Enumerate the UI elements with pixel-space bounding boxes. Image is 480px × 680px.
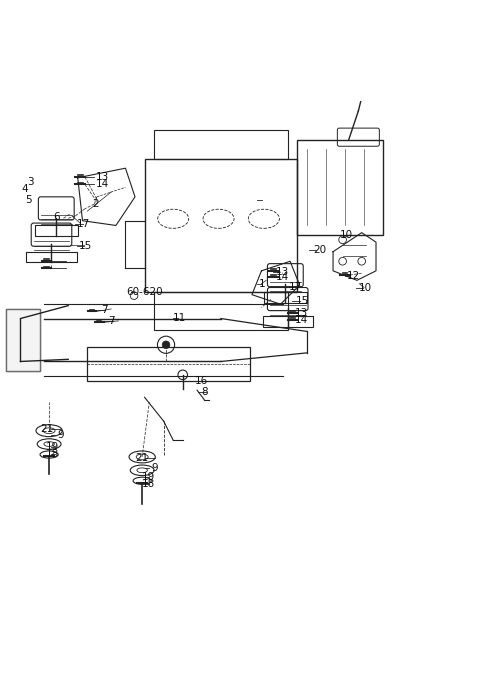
- Text: 12: 12: [347, 271, 360, 281]
- Bar: [154, 292, 288, 330]
- Text: 3: 3: [28, 177, 34, 186]
- Bar: [297, 139, 383, 235]
- Text: 14: 14: [276, 273, 288, 282]
- Text: 15: 15: [295, 296, 309, 307]
- Text: 19: 19: [46, 442, 59, 452]
- Text: 13: 13: [294, 308, 308, 318]
- Text: 7: 7: [108, 316, 114, 326]
- Text: 17: 17: [288, 282, 302, 292]
- Bar: [87, 347, 250, 381]
- Bar: [35, 226, 78, 236]
- Text: 2: 2: [92, 199, 99, 209]
- Bar: [154, 130, 288, 158]
- Text: 15: 15: [79, 241, 93, 250]
- Text: 10: 10: [340, 230, 353, 240]
- Text: 10: 10: [359, 284, 372, 294]
- Text: 9: 9: [58, 430, 64, 441]
- Text: 14: 14: [96, 180, 109, 190]
- Text: 8: 8: [201, 388, 207, 398]
- Text: 5: 5: [25, 195, 32, 205]
- Text: 1: 1: [259, 279, 266, 289]
- Bar: [263, 316, 313, 326]
- Text: 14: 14: [294, 315, 308, 325]
- Circle shape: [178, 370, 188, 379]
- Text: 21: 21: [135, 454, 148, 463]
- Text: 20: 20: [313, 245, 326, 255]
- Text: 60-620: 60-620: [126, 287, 163, 296]
- Text: 6: 6: [53, 212, 60, 222]
- Text: 13: 13: [96, 172, 109, 182]
- Circle shape: [162, 341, 170, 349]
- Text: 21: 21: [40, 424, 54, 434]
- Text: 16: 16: [195, 375, 208, 386]
- Bar: [26, 252, 76, 262]
- Bar: [6, 309, 39, 371]
- Bar: [264, 292, 307, 303]
- Text: 19: 19: [142, 472, 155, 482]
- Text: 13: 13: [276, 267, 288, 277]
- Text: 11: 11: [173, 313, 186, 323]
- Text: 18: 18: [46, 449, 59, 458]
- Text: 7: 7: [101, 305, 107, 315]
- Polygon shape: [6, 309, 39, 371]
- Text: 4: 4: [22, 184, 28, 194]
- Text: 17: 17: [77, 218, 90, 228]
- Bar: [144, 158, 297, 292]
- Text: 18: 18: [142, 479, 155, 489]
- Text: 9: 9: [151, 463, 158, 473]
